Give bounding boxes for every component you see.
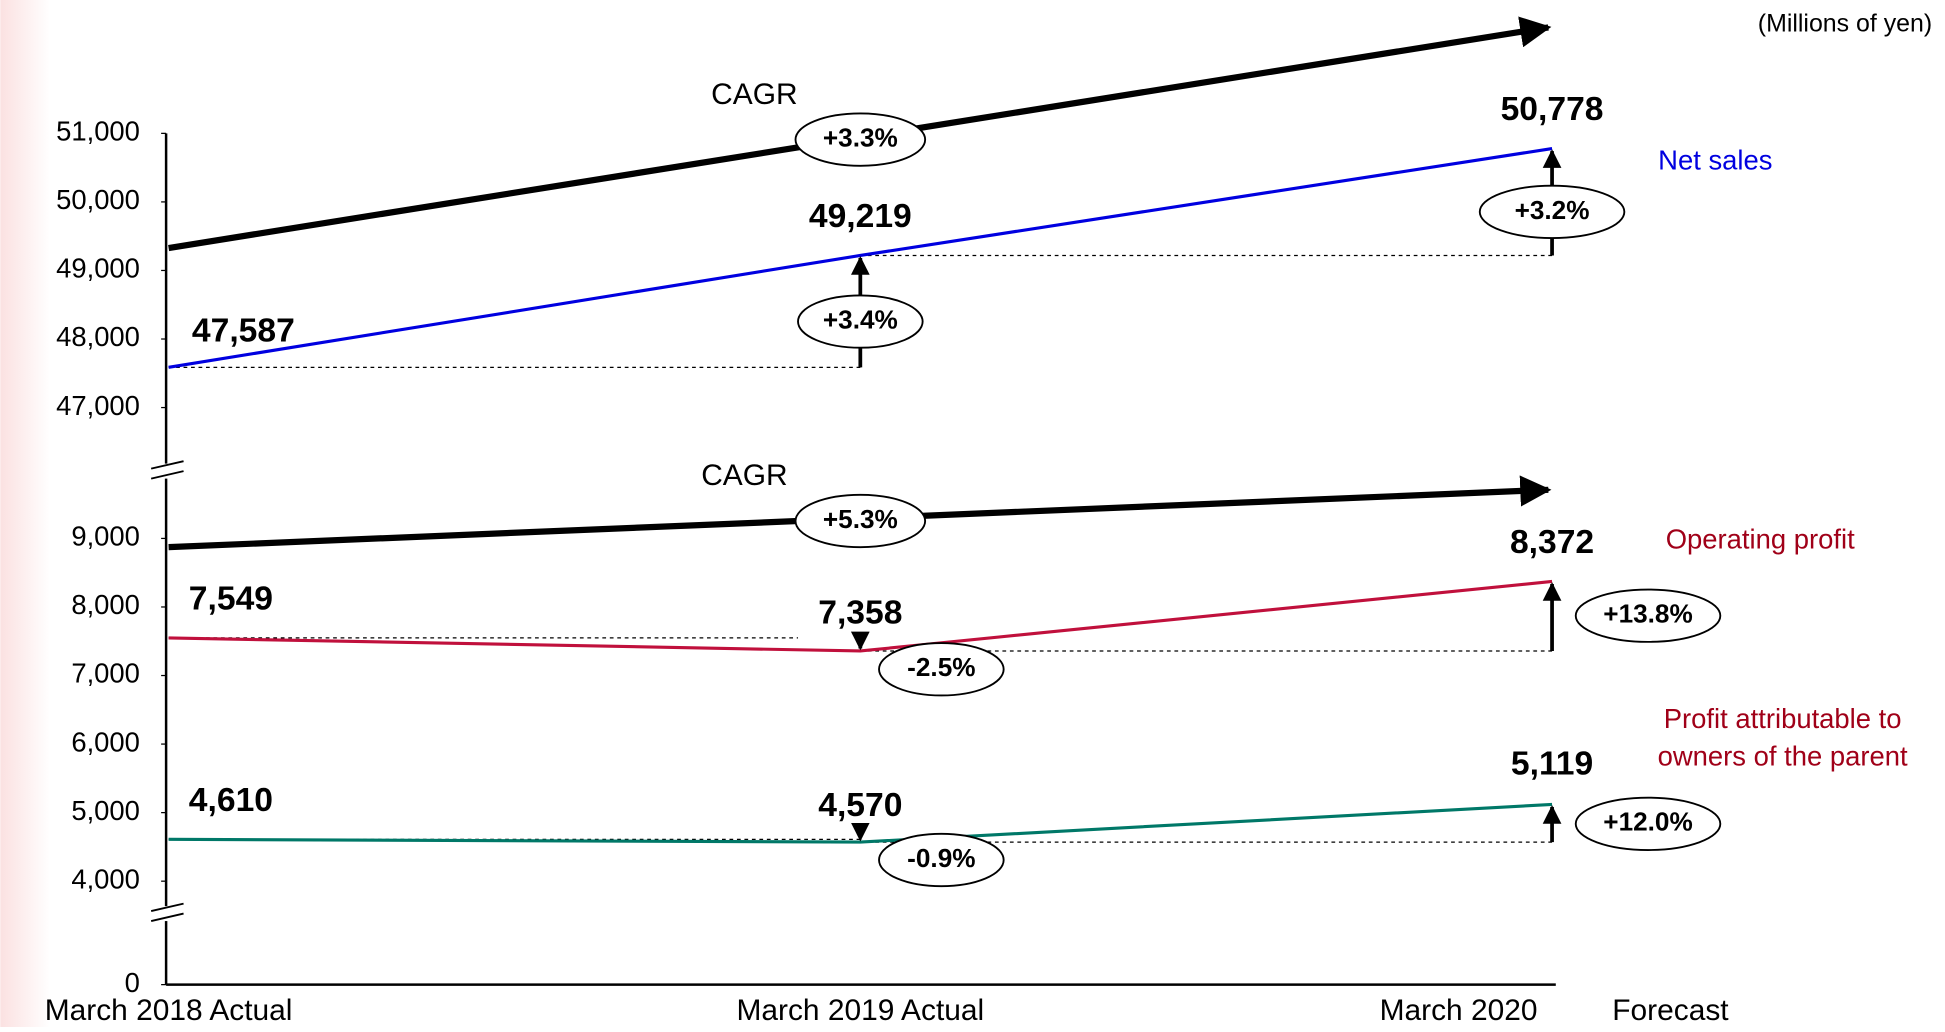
series-line: [168, 147, 1553, 369]
legend-label: Operating profit: [1665, 523, 1855, 555]
change-bubble: [1574, 588, 1722, 643]
y-tick-label: 50,000: [56, 184, 140, 215]
value-label: 49,219: [809, 198, 912, 235]
legend-label: Net sales: [1658, 144, 1773, 176]
value-label: 4,610: [189, 782, 273, 819]
forecast-label: Forecast: [1612, 994, 1729, 1027]
x-tick-label: March 2019 Actual: [736, 994, 984, 1027]
change-label: +13.8%: [1603, 599, 1692, 629]
value-label: 50,778: [1501, 91, 1604, 128]
value-label: 7,549: [189, 580, 273, 617]
y-tick-label: 47,000: [56, 390, 140, 421]
change-bubble: [1574, 796, 1722, 851]
change-label: -0.9%: [907, 843, 975, 873]
value-label: 8,372: [1510, 524, 1594, 561]
x-tick-label: March 2020: [1380, 994, 1538, 1027]
cagr-label: CAGR: [701, 459, 787, 492]
axis-break: [150, 460, 184, 480]
legend-item: Profit attributable to owners of the par…: [1657, 702, 1908, 772]
series-line: [168, 579, 1553, 653]
change-label: +3.4%: [823, 304, 898, 334]
value-label: 5,119: [1511, 746, 1593, 783]
change-bubble: [1478, 184, 1626, 239]
y-tick-label: 5,000: [71, 795, 140, 826]
y-tick-label: 6,000: [71, 726, 140, 757]
unit-label: (Millions of yen): [1758, 10, 1932, 38]
change-bubble: [797, 294, 924, 349]
y-tick-label: 9,000: [71, 521, 140, 552]
value-label: 47,587: [192, 312, 295, 349]
value-label: 4,570: [818, 787, 902, 824]
y-tick-label: 49,000: [56, 253, 140, 284]
y-tick-label: 8,000: [71, 589, 140, 620]
series-line: [168, 802, 1553, 844]
y-tick-label: 48,000: [56, 321, 140, 352]
cagr-bubble: [794, 493, 927, 549]
y-tick-label: 51,000: [56, 116, 140, 147]
cagr-label: CAGR: [711, 78, 797, 111]
y-tick-label: 4,000: [71, 863, 140, 894]
change-bubble: [878, 642, 1005, 697]
legend-label: Profit attributable to owners of the par…: [1657, 702, 1908, 772]
change-label: +3.2%: [1515, 195, 1590, 225]
legend-item: Operating profit: [1665, 523, 1855, 555]
axis-break: [150, 902, 184, 922]
value-label: 7,358: [818, 595, 902, 632]
x-tick-label: March 2018 Actual: [45, 994, 293, 1027]
cagr-value: +5.3%: [823, 504, 898, 534]
change-bubble: [878, 832, 1005, 888]
y-tick-label: 0: [125, 967, 140, 998]
y-tick-label: 7,000: [71, 658, 140, 689]
background: [0, 0, 51, 1027]
cagr-value: +3.3%: [823, 122, 898, 152]
change-label: +12.0%: [1603, 807, 1692, 837]
legend-item: Net sales: [1658, 144, 1773, 176]
cagr-bubble: [794, 112, 927, 167]
change-label: -2.5%: [907, 652, 975, 682]
